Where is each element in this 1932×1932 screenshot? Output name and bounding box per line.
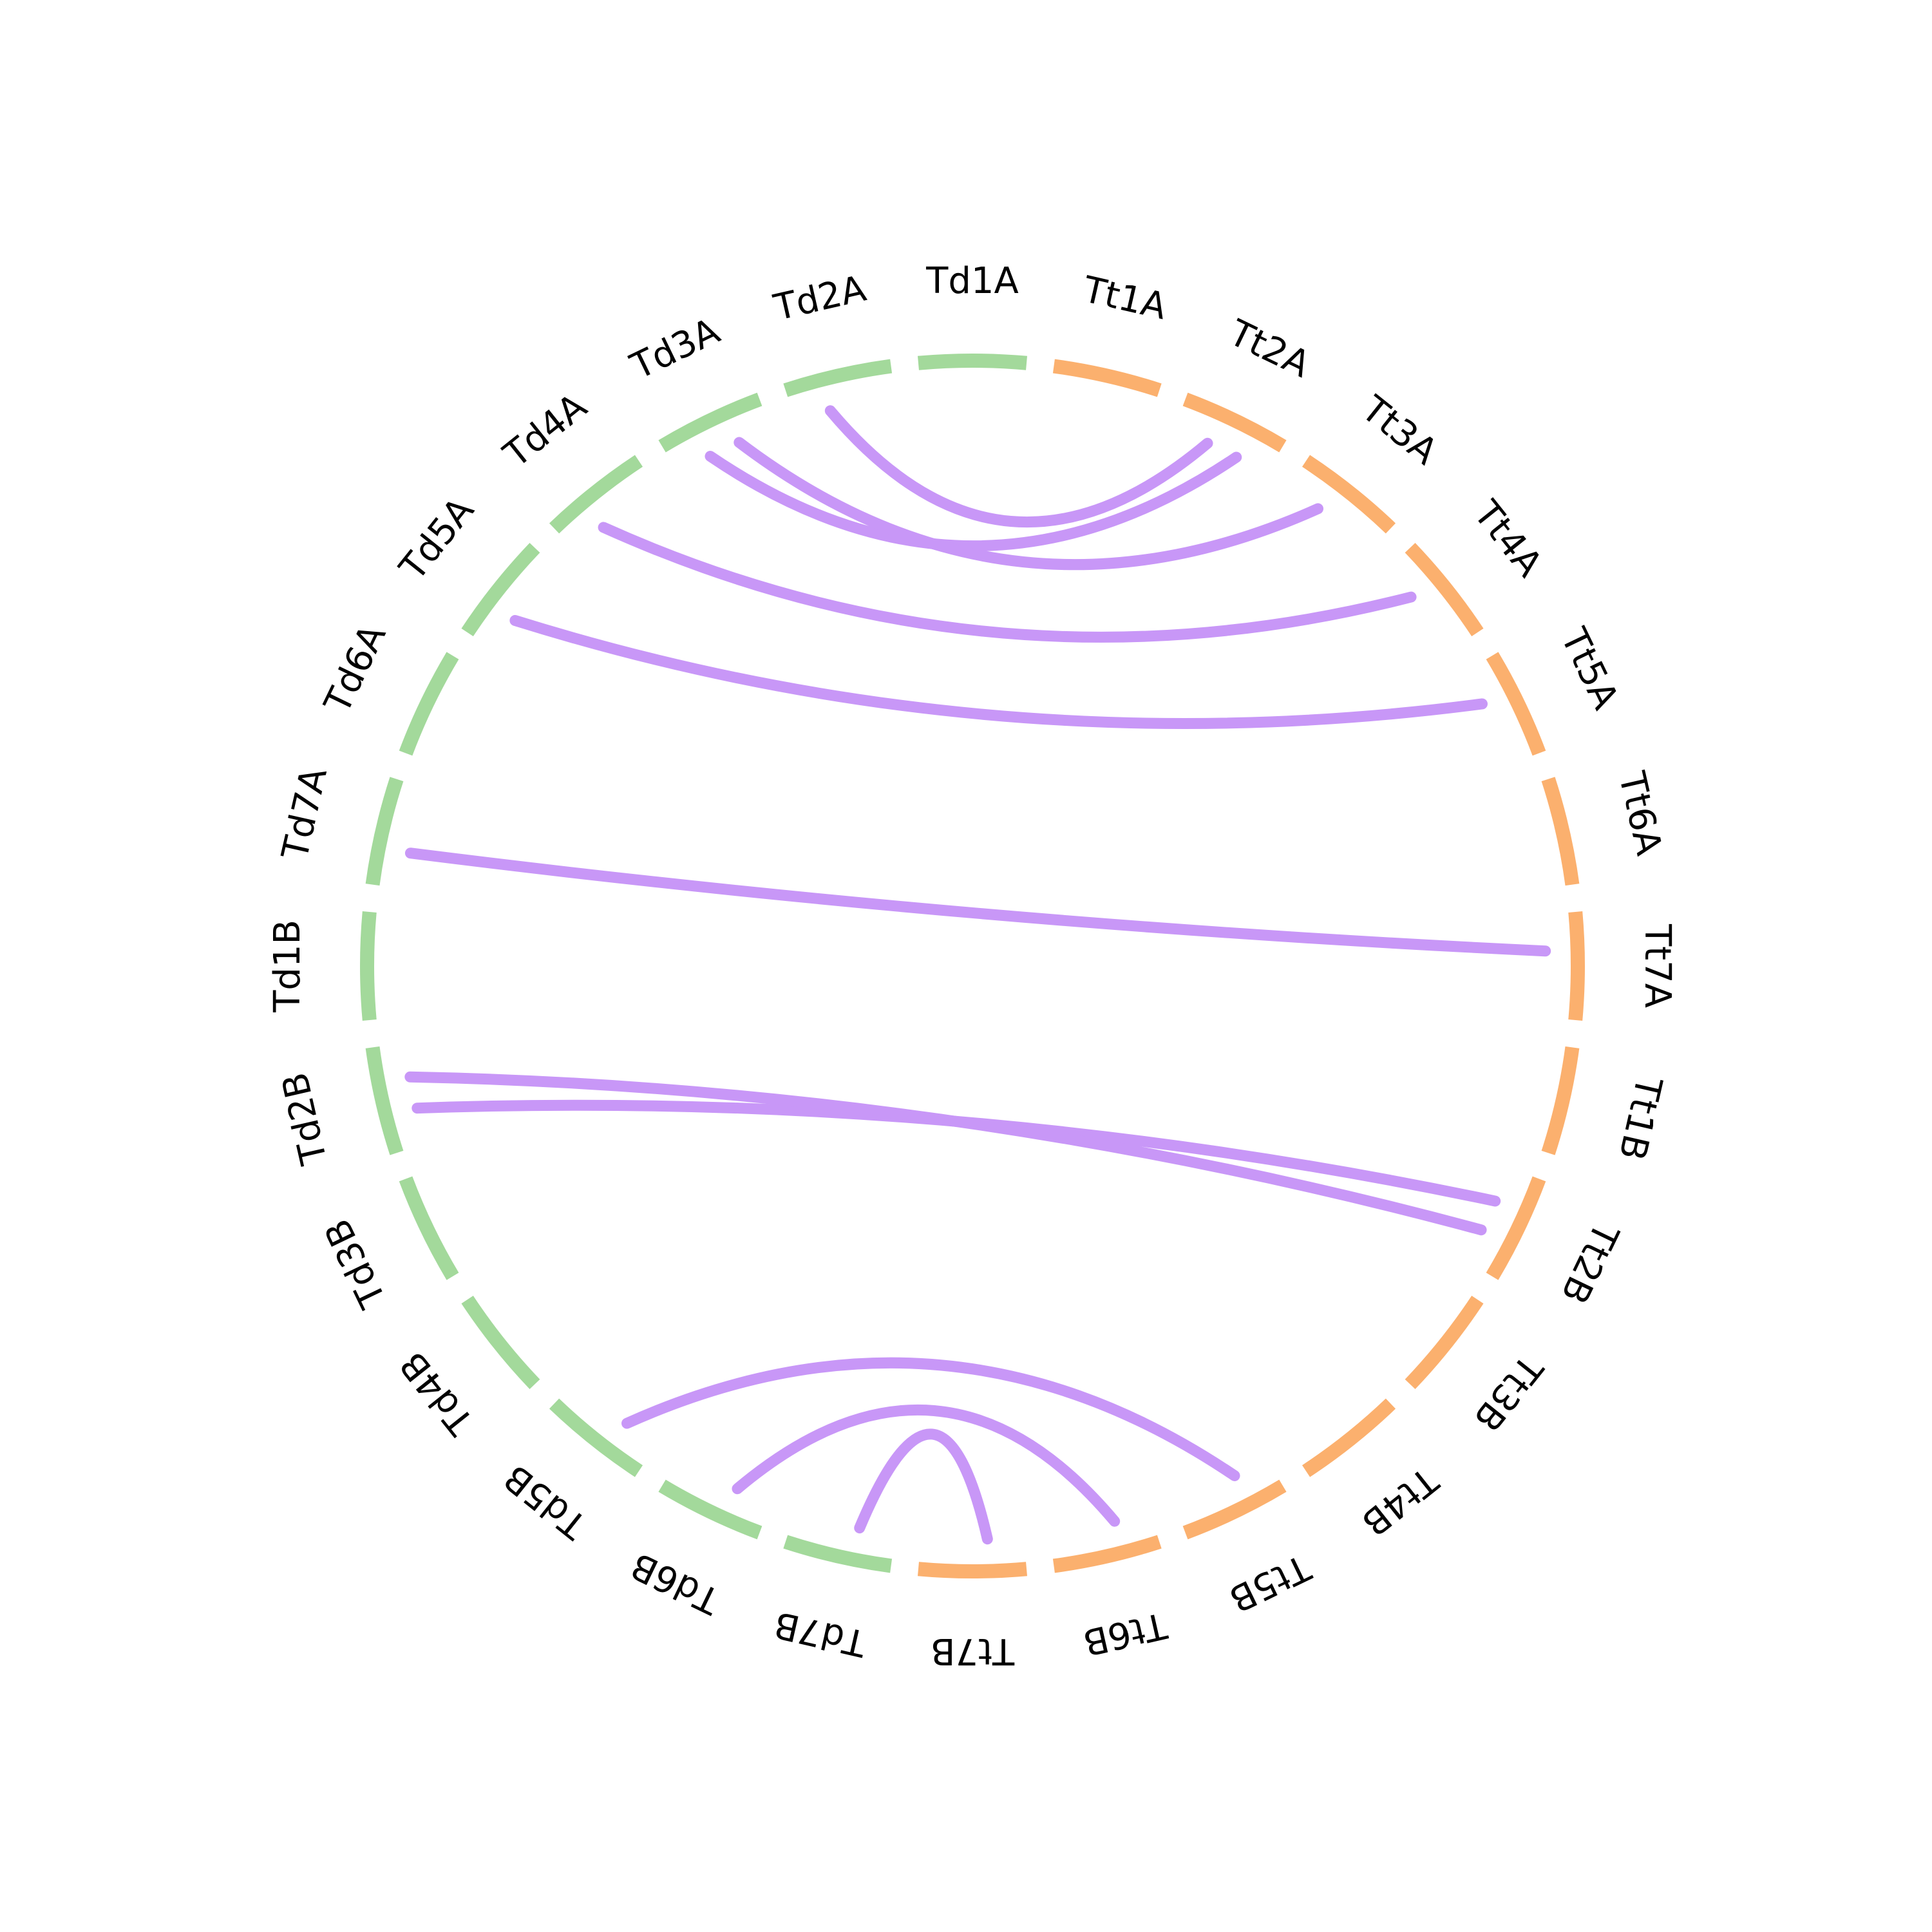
segment-tt2a (1182, 392, 1287, 453)
segment-tt5b (1182, 1479, 1287, 1540)
segment-label-td1b: Td1B (267, 920, 308, 1013)
segment-td2b (365, 1046, 404, 1155)
link-td7b-tt7b (854, 1428, 993, 1545)
segment-td1b (360, 911, 377, 1021)
segment-label-td7b: Td7B (770, 1603, 871, 1665)
segment-tt5a (1486, 652, 1546, 756)
segment-tt3b (1405, 1295, 1484, 1390)
segment-label-td2a: Td2A (770, 268, 870, 330)
segment-tt7a (1568, 911, 1585, 1021)
segment-tt7b (917, 1562, 1028, 1578)
link-td2b-tt2b (404, 1071, 1487, 1236)
link-td7a-tt7a (404, 848, 1551, 957)
segment-label-tt6a: Tt6A (1610, 768, 1670, 859)
link-td6b-tt6b (732, 1404, 1121, 1527)
segment-tt1b (1541, 1046, 1580, 1155)
segment-label-td5b: Td5B (497, 1456, 596, 1547)
segment-tt6b (1052, 1535, 1162, 1573)
segment-label-tt7a: Tt7A (1636, 923, 1678, 1008)
link-td5a-tt5a (509, 614, 1488, 729)
segment-td3a (658, 392, 762, 453)
segment-td6b (658, 1479, 762, 1540)
segment-tt4a (1405, 542, 1484, 637)
segment-tt2b (1486, 1176, 1546, 1280)
segment-tt6a (1541, 777, 1580, 886)
segment-label-td4b: Td4B (392, 1344, 482, 1443)
segment-label-tt3a: Tt3A (1353, 388, 1445, 473)
segment-label-tt1b: Tt1B (1611, 1072, 1671, 1164)
link-td3a-tt2a (705, 451, 1242, 551)
segment-label-tt4b: Tt4B (1354, 1459, 1446, 1544)
link-td2a-tt2a (824, 405, 1213, 528)
segment-label-tt1a: Tt1A (1079, 269, 1170, 328)
segment-label-tt2b: Tt2B (1553, 1216, 1627, 1310)
segment-td6a (399, 652, 459, 756)
link-td3a-tt3a (734, 437, 1323, 571)
segment-label-td2b: Td2B (274, 1068, 336, 1169)
segment-td5a (461, 542, 540, 637)
segment-td7a (365, 777, 404, 886)
segment-tt3a (1302, 455, 1396, 534)
segment-td4b (461, 1295, 540, 1390)
segment-label-td7a: Td7A (274, 764, 336, 864)
segment-td3b (399, 1176, 459, 1280)
link-td5b-tt5b (621, 1357, 1240, 1481)
segment-tt4b (1302, 1398, 1396, 1477)
segment-label-td3b: Td3B (316, 1212, 394, 1314)
segment-td5b (549, 1398, 643, 1477)
segment-label-tt5b: Tt5B (1223, 1546, 1317, 1620)
segment-label-td1a: Td1A (925, 260, 1019, 302)
segment-td7b (783, 1535, 893, 1573)
segment-label-td6b: Td6B (625, 1544, 727, 1622)
segment-label-tt7b: Tt7B (931, 1630, 1015, 1672)
segment-td4a (549, 455, 643, 534)
segment-tt1a (1052, 359, 1162, 397)
segment-label-td5a: Td5A (392, 490, 482, 589)
segments-layer (360, 354, 1585, 1578)
segment-label-tt3b: Tt3B (1465, 1347, 1551, 1439)
segment-label-tt5a: Tt5A (1552, 621, 1626, 715)
segment-label-tt4a: Tt4A (1465, 493, 1551, 585)
segment-label-tt2a: Tt2A (1222, 312, 1316, 386)
links-layer (404, 405, 1551, 1545)
segment-label-td6a: Td6A (316, 618, 394, 721)
segment-td1a (917, 354, 1028, 370)
segment-label-td4a: Td4A (496, 385, 595, 476)
segment-label-tt6b: Tt6B (1079, 1604, 1171, 1663)
segment-td2a (783, 359, 893, 397)
segment-label-td3a: Td3A (624, 310, 726, 388)
link-td4a-tt4a (598, 522, 1417, 643)
